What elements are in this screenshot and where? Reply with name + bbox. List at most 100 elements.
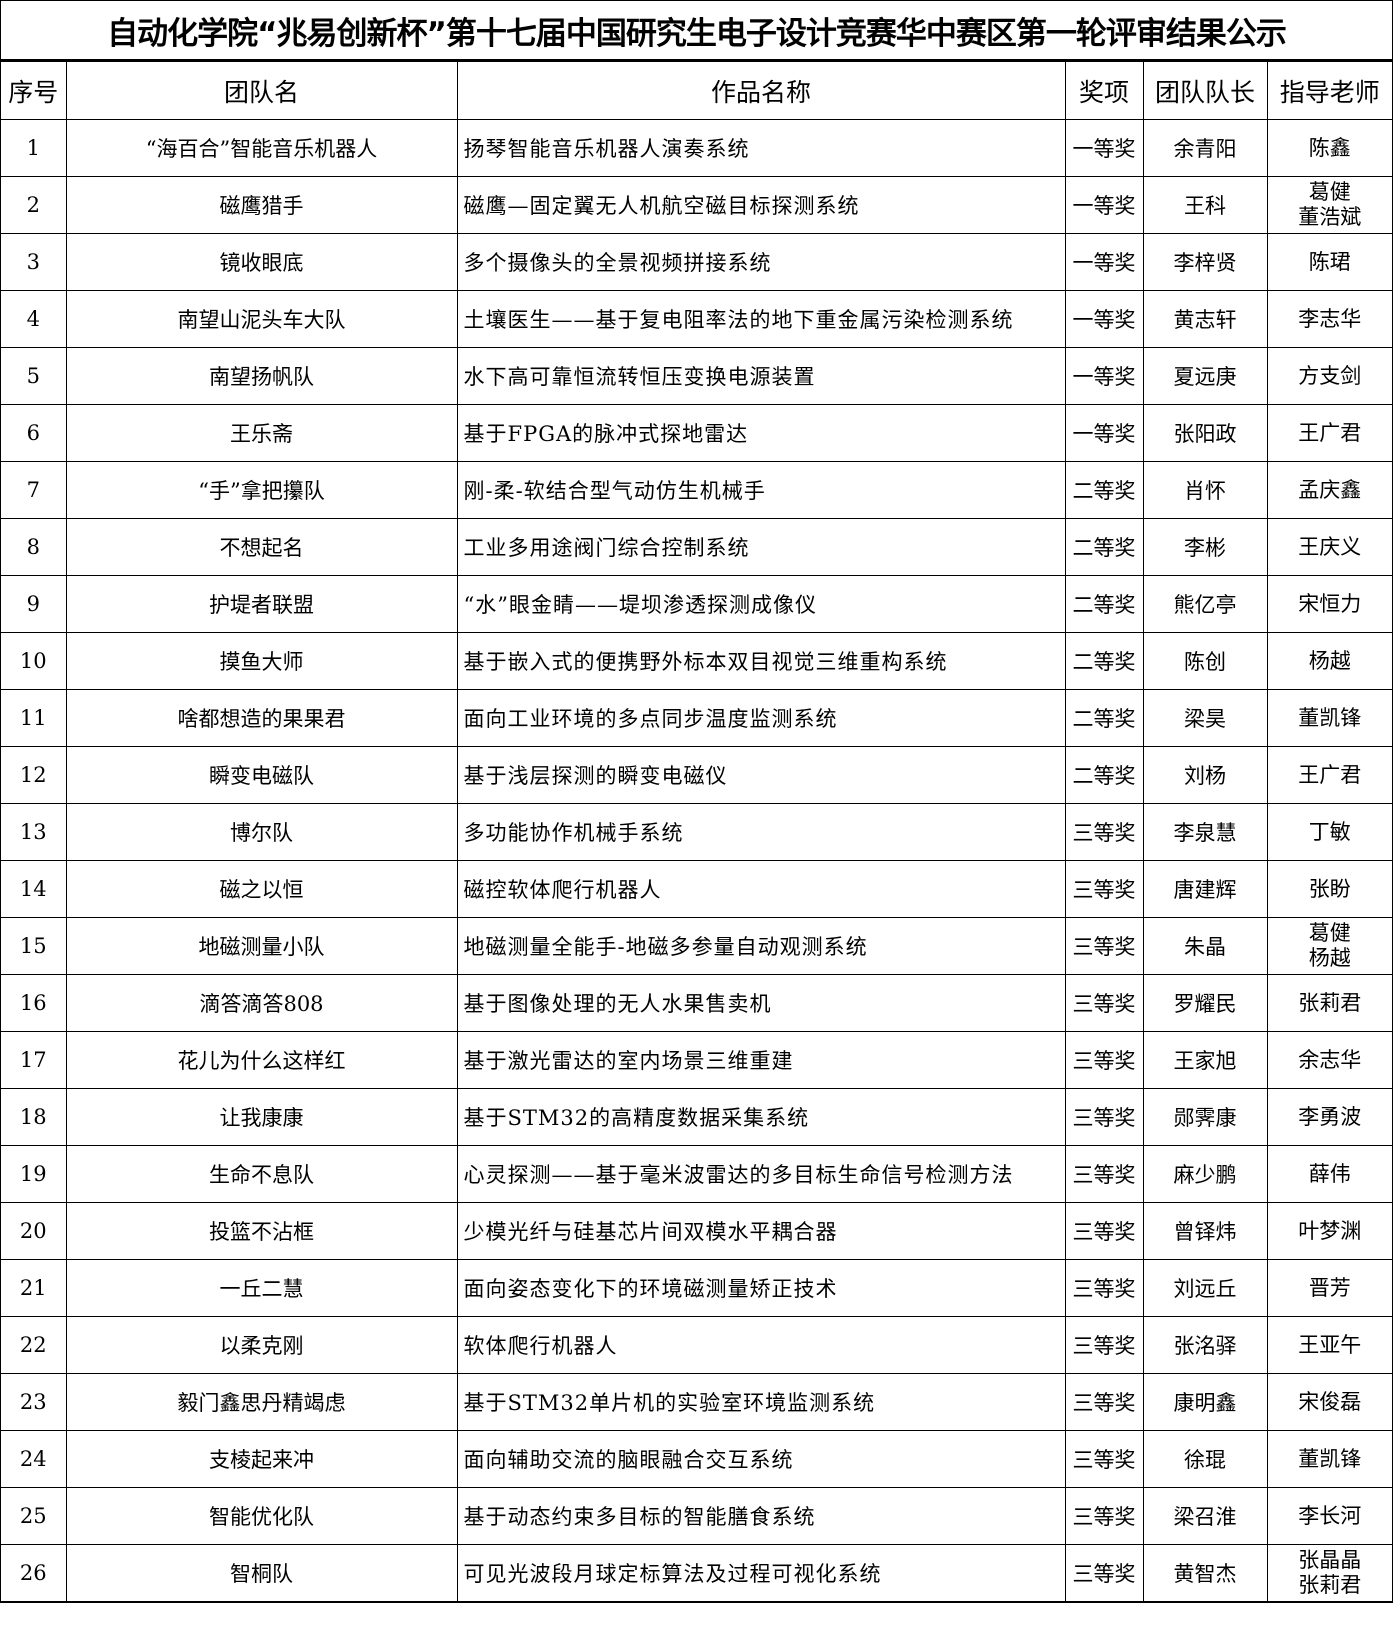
cell-advisor: 葛健 杨越 <box>1266 917 1392 975</box>
cell-no: 8 <box>1 518 67 576</box>
cell-advisor: 张莉君 <box>1266 974 1392 1032</box>
cell-work: 基于浅层探测的瞬变电磁仪 <box>456 746 1066 804</box>
cell-advisor: 宋俊磊 <box>1266 1373 1392 1431</box>
cell-work: 基于图像处理的无人水果售卖机 <box>456 974 1066 1032</box>
table-row: 9 护堤者联盟 “水”眼金睛——堤坝渗透探测成像仪 二等奖 熊亿亭 宋恒力 <box>1 575 1392 633</box>
table-row: 24 支棱起来冲 面向辅助交流的脑眼融合交互系统 三等奖 徐琨 董凯锋 <box>1 1430 1392 1488</box>
cell-leader: 张洺驿 <box>1142 1316 1268 1374</box>
cell-award: 三等奖 <box>1064 1487 1144 1545</box>
cell-no: 17 <box>1 1031 67 1089</box>
cell-advisor: 丁敏 <box>1266 803 1392 861</box>
cell-leader: 刘杨 <box>1142 746 1268 804</box>
cell-leader: 郧霁康 <box>1142 1088 1268 1146</box>
table-row: 21 一丘二慧 面向姿态变化下的环境磁测量矫正技术 三等奖 刘远丘 晋芳 <box>1 1259 1392 1317</box>
cell-advisor: 杨越 <box>1266 632 1392 690</box>
cell-no: 20 <box>1 1202 67 1260</box>
cell-team: 啥都想造的果果君 <box>65 689 458 747</box>
cell-advisor: 方支剑 <box>1266 347 1392 405</box>
cell-work: 基于动态约束多目标的智能膳食系统 <box>456 1487 1066 1545</box>
table-row: 1 “海百合”智能音乐机器人 扬琴智能音乐机器人演奏系统 一等奖 余青阳 陈鑫 <box>1 119 1392 177</box>
cell-leader: 唐建辉 <box>1142 860 1268 918</box>
cell-work: 水下高可靠恒流转恒压变换电源装置 <box>456 347 1066 405</box>
cell-work: 土壤医生——基于复电阻率法的地下重金属污染检测系统 <box>456 290 1066 348</box>
cell-award: 二等奖 <box>1064 518 1144 576</box>
cell-award: 一等奖 <box>1064 233 1144 291</box>
table-row: 23 毅门鑫思丹精竭虑 基于STM32单片机的实验室环境监测系统 三等奖 康明鑫 宋俊磊 <box>1 1373 1392 1431</box>
cell-team: 一丘二慧 <box>65 1259 458 1317</box>
cell-advisor: 李长河 <box>1266 1487 1392 1545</box>
header-leader: 团队队长 <box>1142 61 1268 120</box>
cell-award: 三等奖 <box>1064 974 1144 1032</box>
table-row: 5 南望扬帆队 水下高可靠恒流转恒压变换电源装置 一等奖 夏远庚 方支剑 <box>1 347 1392 405</box>
cell-work: 多个摄像头的全景视频拼接系统 <box>456 233 1066 291</box>
table-row: 12 瞬变电磁队 基于浅层探测的瞬变电磁仪 二等奖 刘杨 王广君 <box>1 746 1392 804</box>
table-row: 8 不想起名 工业多用途阀门综合控制系统 二等奖 李彬 王庆义 <box>1 518 1392 576</box>
cell-advisor: 董凯锋 <box>1266 689 1392 747</box>
cell-team: 王乐斋 <box>65 404 458 462</box>
cell-award: 三等奖 <box>1064 1145 1144 1203</box>
table-row: 10 摸鱼大师 基于嵌入式的便携野外标本双目视觉三维重构系统 二等奖 陈创 杨越 <box>1 632 1392 690</box>
cell-no: 9 <box>1 575 67 633</box>
cell-award: 三等奖 <box>1064 860 1144 918</box>
cell-advisor: 孟庆鑫 <box>1266 461 1392 519</box>
cell-award: 三等奖 <box>1064 1202 1144 1260</box>
cell-team: 磁之以恒 <box>65 860 458 918</box>
cell-work: 刚-柔-软结合型气动仿生机械手 <box>456 461 1066 519</box>
cell-advisor: 张晶晶 张莉君 <box>1266 1544 1392 1602</box>
cell-work: 面向辅助交流的脑眼融合交互系统 <box>456 1430 1066 1488</box>
cell-advisor: 董凯锋 <box>1266 1430 1392 1488</box>
table-row: 25 智能优化队 基于动态约束多目标的智能膳食系统 三等奖 梁召淮 李长河 <box>1 1487 1392 1545</box>
table-row: 15 地磁测量小队 地磁测量全能手-地磁多参量自动观测系统 三等奖 朱晶 葛健 杨越 <box>1 917 1392 975</box>
cell-no: 14 <box>1 860 67 918</box>
cell-leader: 肖怀 <box>1142 461 1268 519</box>
cell-team: “手”拿把攥队 <box>65 461 458 519</box>
cell-team: 南望扬帆队 <box>65 347 458 405</box>
cell-no: 24 <box>1 1430 67 1488</box>
cell-work: 可见光波段月球定标算法及过程可视化系统 <box>456 1544 1066 1602</box>
cell-award: 二等奖 <box>1064 575 1144 633</box>
cell-award: 三等奖 <box>1064 917 1144 975</box>
table-row: 20 投篮不沾框 少模光纤与硅基芯片间双模水平耦合器 三等奖 曾铎炜 叶梦渊 <box>1 1202 1392 1260</box>
header-work: 作品名称 <box>456 61 1066 120</box>
table-row: 14 磁之以恒 磁控软体爬行机器人 三等奖 唐建辉 张盼 <box>1 860 1392 918</box>
cell-leader: 曾铎炜 <box>1142 1202 1268 1260</box>
cell-award: 一等奖 <box>1064 290 1144 348</box>
cell-advisor: 李勇波 <box>1266 1088 1392 1146</box>
cell-work: 扬琴智能音乐机器人演奏系统 <box>456 119 1066 177</box>
cell-award: 三等奖 <box>1064 1544 1144 1602</box>
cell-team: 智桐队 <box>65 1544 458 1602</box>
cell-work: 软体爬行机器人 <box>456 1316 1066 1374</box>
cell-work: “水”眼金睛——堤坝渗透探测成像仪 <box>456 575 1066 633</box>
cell-team: 南望山泥头车大队 <box>65 290 458 348</box>
cell-work: 地磁测量全能手-地磁多参量自动观测系统 <box>456 917 1066 975</box>
cell-team: 摸鱼大师 <box>65 632 458 690</box>
cell-no: 19 <box>1 1145 67 1203</box>
page-title: 自动化学院“兆易创新杯”第十七届中国研究生电子设计竞赛华中赛区第一轮评审结果公示 <box>1 1 1392 61</box>
cell-leader: 王家旭 <box>1142 1031 1268 1089</box>
cell-work: 基于FPGA的脉冲式探地雷达 <box>456 404 1066 462</box>
cell-award: 三等奖 <box>1064 1259 1144 1317</box>
cell-leader: 夏远庚 <box>1142 347 1268 405</box>
cell-work: 磁控软体爬行机器人 <box>456 860 1066 918</box>
cell-leader: 黄志轩 <box>1142 290 1268 348</box>
cell-advisor: 陈珺 <box>1266 233 1392 291</box>
cell-no: 23 <box>1 1373 67 1431</box>
cell-award: 一等奖 <box>1064 347 1144 405</box>
table-row: 6 王乐斋 基于FPGA的脉冲式探地雷达 一等奖 张阳政 王广君 <box>1 404 1392 462</box>
cell-no: 22 <box>1 1316 67 1374</box>
cell-award: 二等奖 <box>1064 689 1144 747</box>
table-row: 11 啥都想造的果果君 面向工业环境的多点同步温度监测系统 二等奖 梁昊 董凯锋 <box>1 689 1392 747</box>
cell-team: 博尔队 <box>65 803 458 861</box>
cell-advisor: 葛健 董浩斌 <box>1266 176 1392 234</box>
cell-leader: 李梓贤 <box>1142 233 1268 291</box>
cell-work: 基于嵌入式的便携野外标本双目视觉三维重构系统 <box>456 632 1066 690</box>
table-row: 22 以柔克刚 软体爬行机器人 三等奖 张洺驿 王亚午 <box>1 1316 1392 1374</box>
cell-leader: 麻少鹏 <box>1142 1145 1268 1203</box>
cell-leader: 熊亿亭 <box>1142 575 1268 633</box>
cell-no: 18 <box>1 1088 67 1146</box>
cell-team: 花儿为什么这样红 <box>65 1031 458 1089</box>
header-advisor: 指导老师 <box>1266 61 1392 120</box>
cell-team: 智能优化队 <box>65 1487 458 1545</box>
cell-no: 5 <box>1 347 67 405</box>
